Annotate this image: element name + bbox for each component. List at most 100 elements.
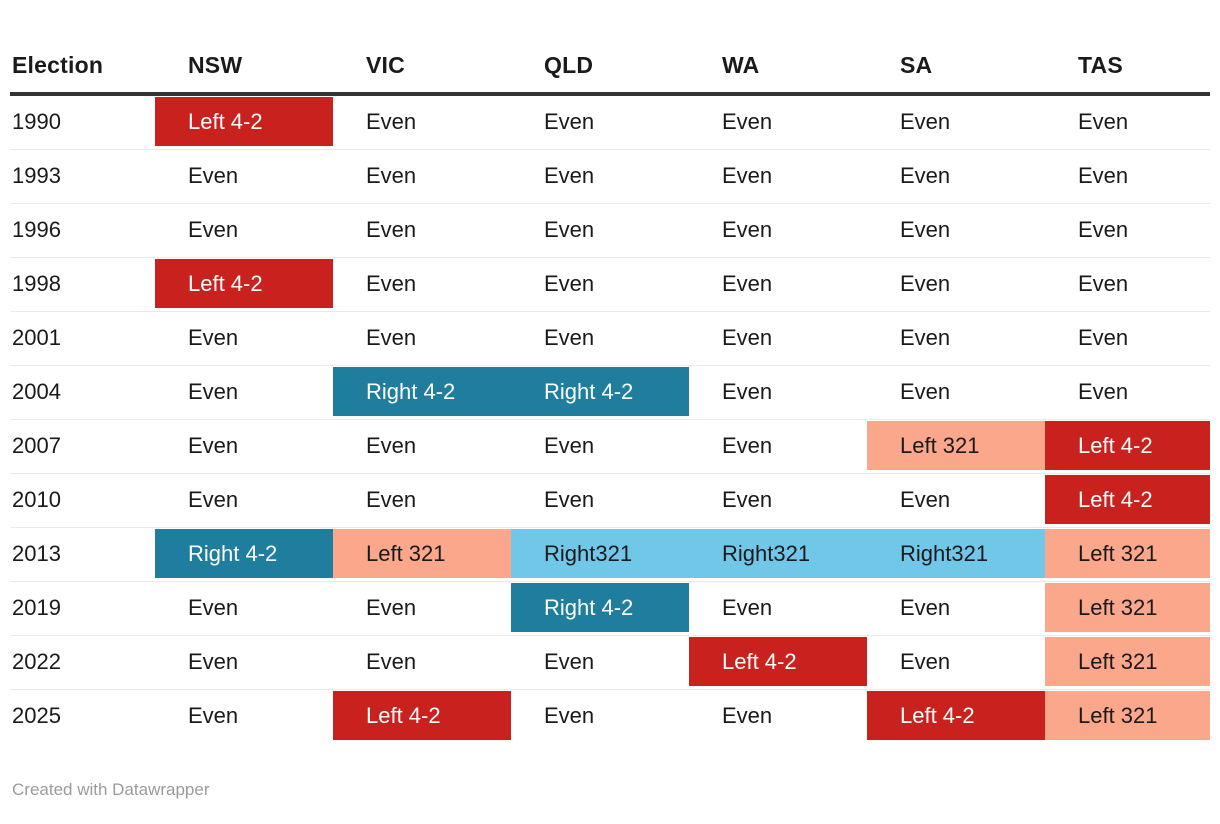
year-label: 2019	[12, 594, 61, 620]
result-value: Even	[366, 594, 417, 620]
year-cell: 2007	[10, 420, 155, 474]
result-value: Even	[544, 702, 595, 728]
result-cell-sa-2001: Even	[867, 312, 1045, 366]
result-value: Even	[900, 324, 951, 350]
result-cell-wa-2001: Even	[689, 312, 867, 366]
result-cell-nsw-1998: Left 4-2	[155, 258, 333, 312]
result-cell-vic-2022: Even	[333, 636, 511, 690]
result-cell-vic-1993: Even	[333, 150, 511, 204]
result-value: Even	[722, 486, 773, 512]
year-label: 1990	[12, 108, 61, 134]
result-cell-vic-2010: Even	[333, 474, 511, 528]
result-value: Even	[188, 162, 239, 188]
result-value: Even	[722, 378, 773, 404]
column-header-qld: QLD	[511, 38, 689, 96]
result-value: Even	[1078, 378, 1129, 404]
result-value: Even	[900, 648, 951, 674]
result-value: Left 321	[1045, 583, 1210, 632]
result-value: Left 321	[333, 529, 511, 578]
year-label: 2013	[12, 540, 61, 566]
result-value: Even	[188, 486, 239, 512]
result-cell-qld-1998: Even	[511, 258, 689, 312]
year-cell: 2025	[10, 690, 155, 744]
result-cell-qld-2013: Right321	[511, 528, 689, 582]
result-value: Even	[188, 432, 239, 458]
result-cell-sa-1998: Even	[867, 258, 1045, 312]
result-value: Right 4-2	[333, 367, 511, 416]
result-value: Even	[1078, 216, 1129, 242]
result-value: Even	[722, 216, 773, 242]
result-value: Left 4-2	[867, 691, 1045, 740]
result-value: Even	[900, 162, 951, 188]
result-value: Even	[544, 432, 595, 458]
result-cell-tas-2019: Left 321	[1045, 582, 1210, 636]
result-value: Even	[900, 378, 951, 404]
column-header-vic: VIC	[333, 38, 511, 96]
result-cell-tas-2004: Even	[1045, 366, 1210, 420]
result-cell-vic-1990: Even	[333, 96, 511, 150]
result-cell-qld-2025: Even	[511, 690, 689, 744]
table-row-1998: 1998 Left 4-2 Even Even Even Even Even	[10, 258, 1210, 312]
result-cell-vic-1996: Even	[333, 204, 511, 258]
year-label: 2025	[12, 702, 61, 728]
year-cell: 2013	[10, 528, 155, 582]
result-value: Even	[900, 216, 951, 242]
result-cell-sa-2025: Left 4-2	[867, 690, 1045, 744]
result-cell-tas-2022: Left 321	[1045, 636, 1210, 690]
result-cell-nsw-2022: Even	[155, 636, 333, 690]
result-cell-nsw-1993: Even	[155, 150, 333, 204]
result-cell-tas-1990: Even	[1045, 96, 1210, 150]
year-cell: 1990	[10, 96, 155, 150]
table-row-1990: 1990 Left 4-2 Even Even Even Even Even	[10, 96, 1210, 150]
result-cell-sa-2022: Even	[867, 636, 1045, 690]
result-value: Even	[366, 270, 417, 296]
year-label: 2010	[12, 486, 61, 512]
result-cell-tas-2013: Left 321	[1045, 528, 1210, 582]
result-value: Even	[544, 270, 595, 296]
result-cell-tas-2007: Left 4-2	[1045, 420, 1210, 474]
result-cell-vic-1998: Even	[333, 258, 511, 312]
result-cell-tas-1998: Even	[1045, 258, 1210, 312]
result-value: Even	[1078, 162, 1129, 188]
result-cell-vic-2001: Even	[333, 312, 511, 366]
header-row: Election NSW VIC QLD WA SA TAS	[10, 38, 1210, 96]
result-value: Even	[544, 216, 595, 242]
result-value: Right321	[867, 529, 1045, 578]
result-value: Even	[722, 162, 773, 188]
year-label: 2004	[12, 378, 61, 404]
result-value: Even	[366, 432, 417, 458]
result-value: Even	[1078, 270, 1129, 296]
year-label: 2001	[12, 324, 61, 350]
result-value: Even	[366, 216, 417, 242]
table-row-2025: 2025 Even Left 4-2 Even Even Left 4-2 Left 321	[10, 690, 1210, 744]
result-cell-tas-1993: Even	[1045, 150, 1210, 204]
result-cell-nsw-2013: Right 4-2	[155, 528, 333, 582]
result-value: Even	[366, 648, 417, 674]
result-cell-wa-1990: Even	[689, 96, 867, 150]
result-value: Even	[722, 702, 773, 728]
result-value: Right 4-2	[511, 583, 689, 632]
result-cell-vic-2025: Left 4-2	[333, 690, 511, 744]
result-cell-vic-2007: Even	[333, 420, 511, 474]
election-results-table: Election NSW VIC QLD WA SA TAS 1990 Left 4-2 Eve…	[10, 38, 1210, 744]
result-cell-nsw-2019: Even	[155, 582, 333, 636]
result-value: Left 4-2	[689, 637, 867, 686]
result-cell-qld-2010: Even	[511, 474, 689, 528]
result-cell-nsw-2001: Even	[155, 312, 333, 366]
result-cell-wa-1993: Even	[689, 150, 867, 204]
result-cell-qld-2019: Right 4-2	[511, 582, 689, 636]
result-cell-nsw-2025: Even	[155, 690, 333, 744]
result-value: Even	[188, 378, 239, 404]
table-row-2001: 2001 Even Even Even Even Even Even	[10, 312, 1210, 366]
year-label: 2022	[12, 648, 61, 674]
column-header-wa: WA	[689, 38, 867, 96]
year-cell: 2022	[10, 636, 155, 690]
result-value: Left 321	[1045, 691, 1210, 740]
result-cell-sa-2019: Even	[867, 582, 1045, 636]
year-cell: 2004	[10, 366, 155, 420]
result-value: Right 4-2	[511, 367, 689, 416]
column-header-sa: SA	[867, 38, 1045, 96]
result-value: Even	[722, 432, 773, 458]
result-cell-wa-2007: Even	[689, 420, 867, 474]
result-cell-qld-2022: Even	[511, 636, 689, 690]
